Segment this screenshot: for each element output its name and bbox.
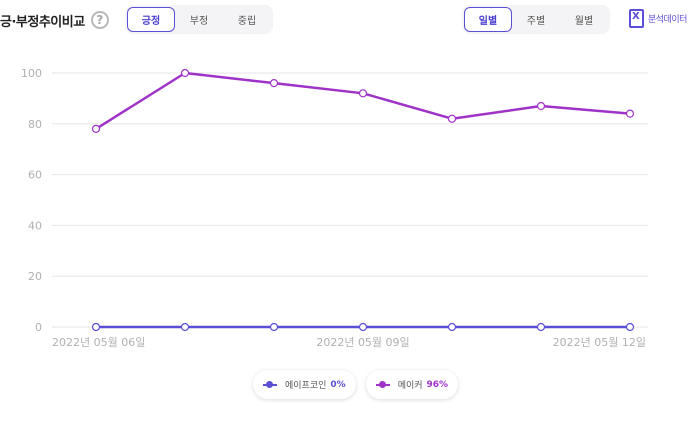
- data-point: [180, 322, 190, 332]
- x-tick-label: 2022년 05월 06일: [52, 335, 145, 349]
- data-point: [358, 89, 368, 98]
- data-point: [536, 322, 546, 332]
- y-tick-label: 100: [21, 67, 42, 80]
- legend-label-maker: 메이커: [397, 381, 423, 391]
- page-title: 긍·부정추이비교: [0, 14, 85, 30]
- data-point: [625, 322, 635, 332]
- data-point: [269, 322, 279, 332]
- legend-item-apecoin[interactable]: 에이프코인 0%: [253, 370, 356, 399]
- data-point: [269, 79, 279, 88]
- title-row: 긍·부정추이비교 ?: [0, 8, 109, 32]
- data-point: [180, 68, 190, 78]
- y-tick-label: 40: [28, 219, 42, 232]
- y-tick-label: 0: [35, 321, 42, 334]
- data-point: [536, 101, 546, 111]
- tab-neutral[interactable]: 중립: [237, 16, 257, 27]
- data-point: [358, 322, 368, 332]
- data-point: [91, 124, 101, 133]
- legend-percent-apecoin: 0%: [330, 379, 346, 390]
- export-label: 분석데이터: [648, 15, 687, 25]
- tab-negative[interactable]: 부정: [189, 16, 209, 27]
- period-tab-group: 일별 주별 월별: [462, 5, 610, 34]
- legend-swatch-apecoin: [263, 380, 277, 388]
- data-point: [447, 114, 457, 123]
- series-line: [95, 71, 631, 130]
- data-point: [447, 322, 457, 332]
- x-tick-label: 2022년 05월 12일: [553, 335, 646, 349]
- legend-swatch-maker: [375, 380, 390, 388]
- tab-positive[interactable]: 긍정: [127, 7, 175, 32]
- line-chart: 0 20 40 60 80 100 2022년 05월 06일 2022년 05월 09일 20…: [21, 67, 648, 349]
- excel-icon: [629, 9, 644, 28]
- help-icon[interactable]: ?: [90, 11, 109, 29]
- tab-daily[interactable]: 일별: [464, 7, 512, 32]
- tab-weekly[interactable]: 주별: [526, 16, 546, 27]
- y-tick-label: 20: [28, 270, 42, 283]
- legend-percent-maker: 96%: [426, 379, 449, 390]
- x-tick-label: 2022년 05월 09일: [316, 335, 409, 349]
- chart-legend: 에이프코인 0% 메이커 96%: [253, 370, 459, 399]
- y-tick-label: 80: [28, 118, 42, 131]
- data-point: [91, 322, 101, 332]
- y-tick-label: 60: [28, 169, 42, 182]
- export-data-button[interactable]: 분석데이터: [629, 9, 687, 28]
- data-point: [625, 109, 635, 118]
- legend-item-maker[interactable]: 메이커 96%: [365, 370, 459, 399]
- tab-monthly[interactable]: 월별: [574, 16, 594, 27]
- sentiment-tab-group: 긍정 부정 중립: [125, 5, 273, 34]
- legend-label-apecoin: 에이프코인: [285, 381, 327, 391]
